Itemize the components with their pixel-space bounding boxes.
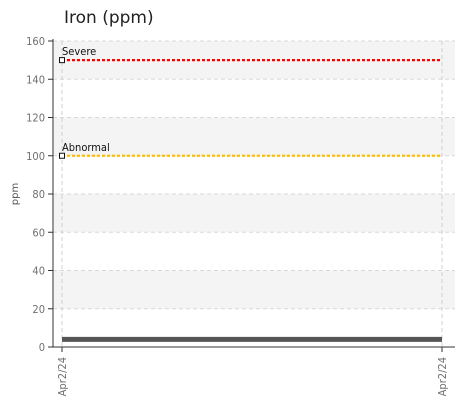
- y-tick-label: 80: [32, 188, 45, 201]
- reference-label-severe: Severe: [62, 45, 96, 58]
- x-tick-label: Apr2/24: [436, 357, 449, 396]
- y-tick-label: 120: [26, 112, 45, 125]
- y-tick-label: 140: [26, 73, 45, 86]
- plot-band: [53, 155, 455, 194]
- y-tick-label: 60: [32, 226, 45, 239]
- reference-marker-severe: [59, 57, 65, 64]
- reference-label-abnormal: Abnormal: [62, 141, 110, 154]
- plot-band: [53, 79, 455, 118]
- plot-band: [53, 232, 455, 271]
- x-tick-label: Apr2/24: [56, 357, 69, 396]
- y-tick-label: 40: [32, 265, 45, 278]
- y-tick-label: 160: [26, 35, 45, 48]
- plot-band: [53, 194, 455, 233]
- y-tick-label: 0: [39, 341, 45, 354]
- plot-band: [53, 270, 455, 309]
- y-tick-label: 100: [26, 150, 45, 163]
- chart-title: Iron (ppm): [64, 8, 154, 28]
- y-axis-label: ppm: [10, 183, 21, 205]
- y-tick-label: 20: [32, 303, 45, 316]
- plot-band: [53, 117, 455, 156]
- reference-marker-abnormal: [59, 152, 65, 159]
